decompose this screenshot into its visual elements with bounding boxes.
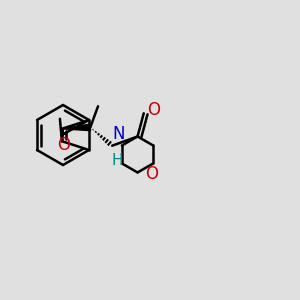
Text: N: N (113, 125, 125, 143)
Text: H: H (112, 153, 123, 168)
Text: O: O (58, 136, 70, 154)
Polygon shape (62, 124, 91, 131)
Text: O: O (145, 165, 158, 183)
Text: O: O (147, 101, 161, 119)
